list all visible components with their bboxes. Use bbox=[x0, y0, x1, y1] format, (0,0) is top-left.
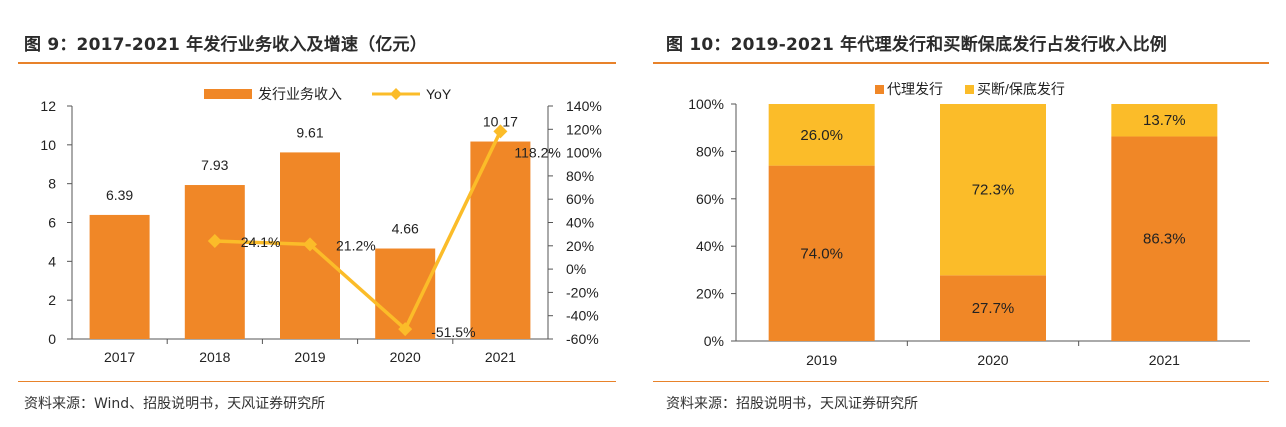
bar-value-label: 9.61 bbox=[296, 124, 323, 140]
stack-value-label: 26.0% bbox=[800, 127, 843, 144]
legend-label-agency: 代理发行 bbox=[887, 81, 943, 97]
right-chart-title: 图 10：2019-2021 年代理发行和买断保底发行占发行收入比例 bbox=[666, 35, 1167, 55]
left-chart: 0 2 4 6 8 10 12 -60% -40% -20% 0% 20% 40% 60% 80% 100% 1… bbox=[40, 86, 602, 365]
right-y-tick-label: 80% bbox=[566, 168, 594, 184]
x-tick-label: 2019 bbox=[806, 352, 837, 368]
yoy-point-2019 bbox=[303, 237, 317, 252]
yoy-point-2020 bbox=[398, 322, 413, 337]
bar-revenue-2018 bbox=[184, 185, 245, 339]
x-tick-label: 2019 bbox=[294, 349, 325, 365]
y-tick-label: 40% bbox=[696, 238, 724, 254]
left-title-rule bbox=[18, 62, 616, 64]
right-y-tick-label: 20% bbox=[566, 238, 594, 254]
y-tick-label: 60% bbox=[696, 191, 724, 207]
y-tick-label: 20% bbox=[696, 286, 724, 302]
stack-value-label: 27.7% bbox=[972, 300, 1015, 317]
right-source: 资料来源：招股说明书，天风证券研究所 bbox=[666, 396, 918, 412]
yoy-value-label: 21.2% bbox=[336, 237, 376, 253]
bar-value-label: 10.17 bbox=[483, 114, 518, 130]
right-bottom-rule bbox=[653, 381, 1269, 382]
left-y-tick-label: 6 bbox=[48, 215, 56, 231]
right-y-tick-label: 0% bbox=[566, 261, 586, 277]
left-panel: 图 9：2017-2021 年发行业务收入及增速（亿元） 0 2 4 6 8 10 12 -6… bbox=[0, 0, 632, 427]
left-y-tick-label: 4 bbox=[48, 253, 56, 269]
yoy-value-label: 24.1% bbox=[241, 234, 281, 250]
bar-revenue-2017 bbox=[89, 214, 150, 339]
right-y-tick-label: 100% bbox=[566, 145, 602, 161]
stack-value-label: 86.3% bbox=[1143, 231, 1186, 248]
legend-label-revenue: 发行业务收入 bbox=[258, 86, 342, 102]
legend-label-buyout: 买断/保底发行 bbox=[977, 81, 1065, 97]
x-tick-label: 2017 bbox=[104, 349, 135, 365]
right-y-tick-label: 60% bbox=[566, 191, 594, 207]
right-y-tick-label: -60% bbox=[566, 331, 599, 347]
left-y-tick-label: 10 bbox=[40, 137, 56, 153]
bar-value-label: 6.39 bbox=[106, 187, 133, 203]
y-tick-label: 100% bbox=[688, 96, 724, 112]
yoy-point-2021 bbox=[493, 124, 508, 139]
stack-value-label: 13.7% bbox=[1143, 112, 1186, 129]
x-tick-label: 2020 bbox=[977, 352, 1008, 368]
bar-value-label: 4.66 bbox=[392, 221, 419, 237]
right-y-tick-label: -20% bbox=[566, 284, 599, 300]
left-y-tick-label: 0 bbox=[48, 331, 56, 347]
x-tick-label: 2021 bbox=[1149, 352, 1180, 368]
y-tick-label: 0% bbox=[704, 333, 724, 349]
legend-swatch-buyout bbox=[965, 85, 974, 94]
right-y-tick-label: 120% bbox=[566, 121, 602, 137]
legend-label-yoy: YoY bbox=[426, 86, 452, 102]
stack-value-label: 74.0% bbox=[800, 245, 843, 262]
right-panel: 图 10：2019-2021 年代理发行和买断保底发行占发行收入比例 0% 20%… bbox=[650, 0, 1286, 427]
stack-segment-0-2019 bbox=[768, 165, 875, 341]
yoy-value-label: -51.5% bbox=[431, 324, 475, 340]
right-title-rule bbox=[653, 62, 1269, 64]
stack-value-label: 72.3% bbox=[972, 182, 1015, 199]
yoy-value-label: 118.2% bbox=[514, 144, 560, 160]
yoy-point-2018 bbox=[207, 234, 222, 249]
y-tick-label: 80% bbox=[696, 143, 724, 159]
bar-value-label: 7.93 bbox=[201, 157, 228, 173]
right-chart: 0% 20% 40% 60% 80% 100% 74.0% 26.0% 2019 27.7% 72.… bbox=[688, 81, 1250, 368]
x-tick-label: 2021 bbox=[485, 349, 516, 365]
x-tick-label: 2020 bbox=[390, 349, 421, 365]
left-bottom-rule bbox=[18, 381, 616, 382]
stack-segment-1-2019 bbox=[768, 104, 875, 166]
left-y-tick-label: 8 bbox=[48, 176, 56, 192]
legend-swatch-revenue bbox=[204, 89, 252, 99]
left-source: 资料来源：Wind、招股说明书，天风证券研究所 bbox=[24, 396, 326, 412]
legend-swatch-agency bbox=[875, 85, 884, 94]
left-chart-title: 图 9：2017-2021 年发行业务收入及增速（亿元） bbox=[24, 35, 427, 55]
stack-segment-1-2021 bbox=[1111, 104, 1218, 137]
right-y-tick-label: -40% bbox=[566, 308, 599, 324]
left-y-tick-label: 12 bbox=[40, 98, 56, 114]
stack-segment-1-2020 bbox=[940, 104, 1046, 276]
x-tick-label: 2018 bbox=[199, 349, 230, 365]
right-y-tick-label: 40% bbox=[566, 215, 594, 231]
stack-segment-0-2021 bbox=[1111, 136, 1218, 341]
yoy-line bbox=[214, 130, 502, 331]
stack-segment-0-2020 bbox=[940, 275, 1046, 341]
left-y-tick-label: 2 bbox=[48, 292, 56, 308]
right-y-tick-label: 140% bbox=[566, 98, 602, 114]
legend-marker-yoy bbox=[390, 88, 402, 100]
